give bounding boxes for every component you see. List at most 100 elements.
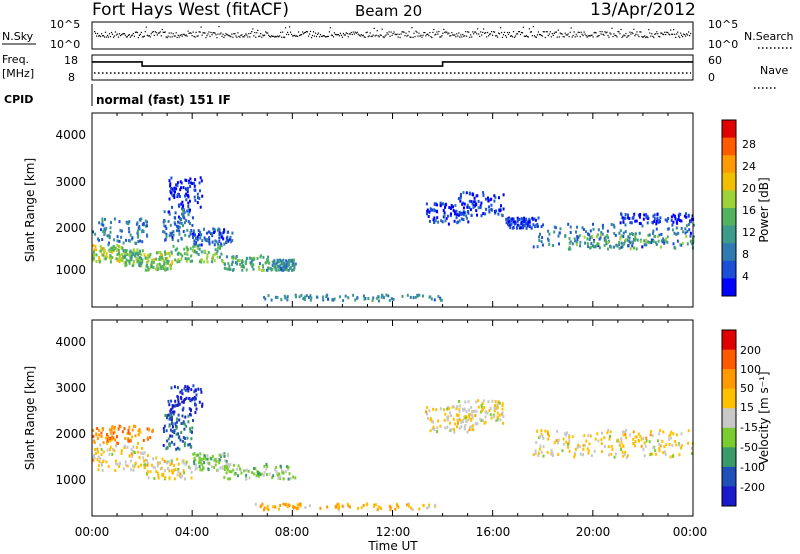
- nsky-point: [201, 34, 203, 36]
- heatmap-cell: [109, 230, 112, 234]
- heatmap-cell: [539, 444, 542, 448]
- heatmap-cell: [114, 246, 117, 250]
- heatmap-cell: [197, 229, 200, 233]
- heatmap-cell: [471, 424, 474, 428]
- heatmap-cell: [625, 436, 628, 440]
- heatmap-cell: [575, 243, 578, 247]
- heatmap-cell: [145, 264, 148, 268]
- heatmap-cell: [176, 403, 179, 407]
- heatmap-cell: [672, 432, 675, 436]
- heatmap-cell: [338, 295, 341, 299]
- heatmap-cell: [224, 262, 226, 266]
- heatmap-cell: [97, 468, 100, 472]
- heatmap-cell: [131, 464, 134, 468]
- heatmap-cell: [281, 266, 284, 270]
- heatmap-cell: [122, 467, 125, 471]
- heatmap-cell: [118, 260, 121, 264]
- heatmap-cell: [658, 432, 661, 436]
- heatmap-cell: [195, 236, 198, 240]
- nsky-point: [301, 34, 303, 36]
- heatmap-cell: [656, 213, 659, 216]
- heatmap-cell: [538, 447, 541, 451]
- heatmap-cell: [456, 425, 458, 429]
- heatmap-cell: [120, 229, 123, 233]
- nsky-point: [159, 31, 161, 33]
- heatmap-cell: [428, 505, 431, 509]
- heatmap-cell: [131, 435, 134, 439]
- heatmap-cell: [556, 429, 559, 433]
- heatmap-cell: [452, 417, 455, 421]
- heatmap-cell: [97, 464, 100, 468]
- heatmap-cell: [237, 474, 239, 478]
- heatmap-cell: [92, 250, 95, 254]
- heatmap-cell: [632, 437, 635, 441]
- heatmap-cell: [620, 245, 623, 249]
- heatmap-cell: [114, 469, 117, 472]
- heatmap-cell: [182, 209, 185, 213]
- heatmap-cell: [608, 437, 611, 441]
- heatmap-cell: [624, 450, 627, 454]
- heatmap-cell: [117, 427, 120, 431]
- heatmap-cell: [334, 505, 337, 508]
- heatmap-cell: [509, 221, 512, 225]
- heatmap-cell: [125, 258, 128, 262]
- heatmap-cell: [541, 236, 544, 240]
- nsky-point: [502, 34, 505, 36]
- heatmap-cell: [185, 396, 188, 400]
- heatmap-cell: [159, 264, 162, 268]
- nsky-point: [415, 30, 417, 32]
- heatmap-cell: [136, 235, 139, 239]
- heatmap-cell: [231, 231, 234, 235]
- heatmap-cell: [139, 263, 142, 267]
- heatmap-cell: [129, 249, 132, 253]
- heatmap-cell: [163, 469, 166, 473]
- heatmap-cell: [434, 209, 437, 213]
- heatmap-cell: [466, 205, 469, 209]
- heatmap-cell: [127, 431, 130, 435]
- heatmap-cell: [101, 463, 103, 467]
- nsky-point: [225, 33, 227, 35]
- heatmap-cell: [157, 251, 160, 254]
- nsky-point: [497, 36, 499, 38]
- heatmap-cell: [176, 252, 179, 256]
- heatmap-cell: [191, 426, 194, 430]
- heatmap-cell: [108, 439, 111, 443]
- heatmap-cell: [105, 226, 108, 230]
- colorbar-segment: [722, 447, 736, 468]
- heatmap-cell: [605, 242, 608, 246]
- heatmap-cell: [164, 476, 167, 480]
- nsky-point: [566, 34, 568, 36]
- heatmap-cell: [550, 452, 553, 456]
- heatmap-cell: [283, 294, 286, 298]
- heatmap-cell: [266, 260, 269, 264]
- heatmap-cell: [165, 429, 168, 433]
- heatmap-cell: [569, 225, 572, 229]
- heatmap-cell: [657, 239, 660, 243]
- nsky-point: [338, 35, 340, 37]
- heatmap-cell: [648, 233, 651, 237]
- heatmap-cell: [168, 442, 171, 446]
- nsky-point: [353, 33, 355, 35]
- heatmap-cell: [468, 415, 471, 419]
- nsky-point: [336, 34, 338, 36]
- heatmap-cell: [613, 245, 615, 249]
- heatmap-cell: [562, 442, 565, 446]
- nsky-point: [476, 33, 478, 35]
- heatmap-cell: [650, 241, 653, 244]
- heatmap-cell: [159, 467, 162, 471]
- heatmap-cell: [309, 504, 311, 508]
- heatmap-cell: [179, 217, 182, 221]
- nsky-point: [388, 31, 390, 33]
- nsky-point: [630, 33, 632, 35]
- heatmap-cell: [276, 296, 279, 299]
- heatmap-cell: [439, 298, 442, 302]
- heatmap-cell: [100, 222, 103, 226]
- heatmap-cell: [214, 463, 217, 467]
- heatmap-cell: [109, 260, 112, 264]
- heatmap-cell: [457, 197, 460, 201]
- heatmap-cell: [193, 398, 196, 402]
- heatmap-cell: [468, 408, 470, 412]
- heatmap-cell: [622, 242, 625, 246]
- heatmap-cell: [241, 261, 243, 265]
- heatmap-cell: [462, 210, 465, 214]
